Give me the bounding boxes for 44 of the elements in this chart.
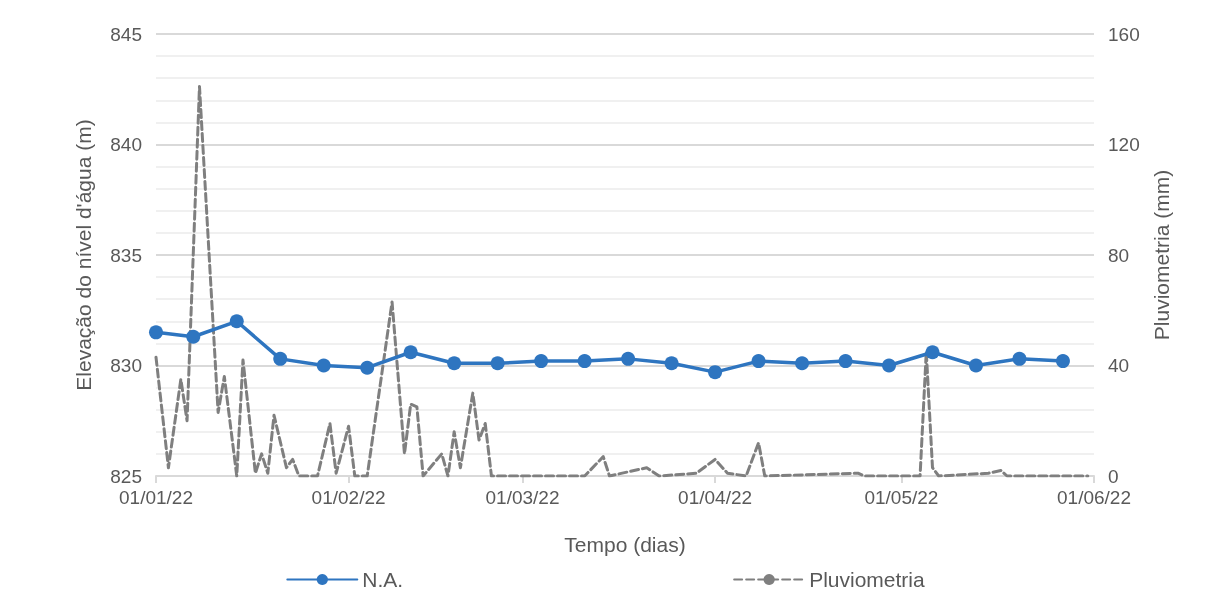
x-tick-label: 01/02/22 [311, 487, 386, 508]
point [1055, 354, 1070, 369]
y-tick-label: 825 [110, 465, 142, 487]
x-axis-title: Tempo (dias) [564, 533, 686, 556]
legend-label: N.A. [362, 568, 404, 591]
point [838, 354, 853, 369]
point [360, 360, 375, 375]
point [577, 354, 592, 369]
point [1012, 351, 1027, 366]
x-tick-label: 01/04/22 [678, 487, 753, 508]
y2-tick-label: 0 [1108, 465, 1119, 487]
x-tick-label: 01/03/22 [485, 487, 560, 508]
legend-label: Pluviometria [809, 568, 926, 591]
point [882, 358, 897, 373]
point [795, 356, 810, 371]
y2-tick-label: 120 [1108, 134, 1140, 155]
y2-tick-label: 40 [1108, 355, 1130, 376]
point [751, 354, 766, 369]
y2-tick-label: 160 [1108, 23, 1140, 45]
point [708, 365, 723, 380]
point [490, 356, 505, 371]
point [149, 325, 163, 340]
line-series [154, 84, 1090, 478]
x-tick-label: 01/01/22 [119, 487, 193, 508]
y-tick-label: 840 [110, 134, 142, 155]
point [273, 351, 288, 366]
y-tick-label: 830 [110, 355, 142, 376]
x-tick-label: 01/06/22 [1057, 487, 1131, 508]
y2-axis-title: Pluviometria (mm) [1149, 169, 1173, 341]
point [447, 356, 462, 371]
y-axis-title: Elevação do nível d'água (m) [72, 119, 95, 391]
point [403, 345, 418, 360]
y-tick-label: 835 [110, 244, 142, 266]
x-tick-label: 01/05/22 [864, 487, 939, 508]
y2-tick-label: 80 [1108, 244, 1130, 266]
point [621, 351, 636, 366]
point [925, 345, 940, 360]
point [534, 354, 549, 369]
point [186, 329, 201, 344]
y-tick-label: 845 [110, 23, 142, 45]
point [229, 314, 244, 329]
point [968, 358, 983, 373]
point [664, 356, 679, 371]
point [316, 358, 331, 373]
